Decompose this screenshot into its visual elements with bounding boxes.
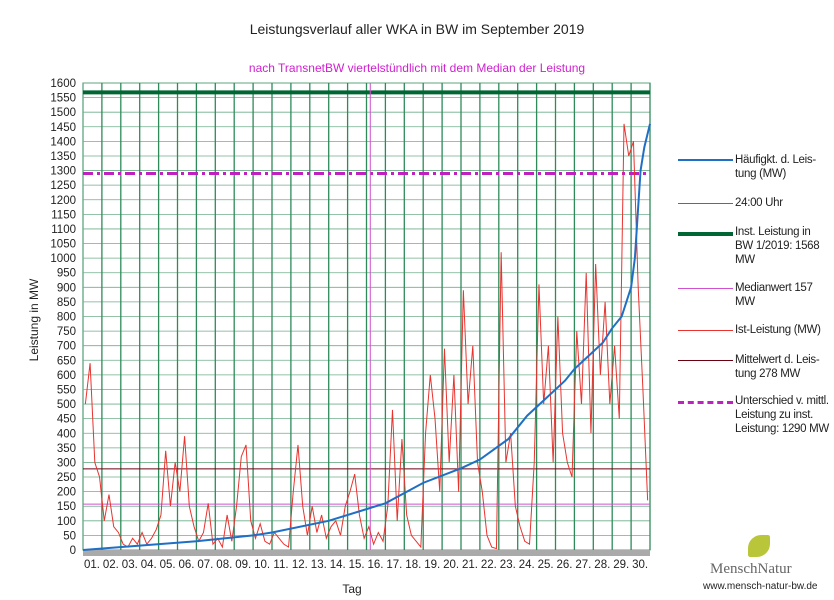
x-tick-label: 23. <box>500 559 516 571</box>
logo-name: MenschNatur <box>710 561 792 577</box>
y-tick-label: 600 <box>57 370 76 382</box>
y-tick-label: 1550 <box>50 93 76 105</box>
y-axis-label: Leistung in MW <box>27 278 41 361</box>
legend-swatch-frequency <box>678 159 733 161</box>
y-tick-label: 1500 <box>50 107 76 119</box>
x-tick-label: 21. <box>462 559 478 571</box>
ginkgo-leaf-icon <box>748 535 770 557</box>
y-tick-label: 550 <box>57 384 76 396</box>
x-tick-label: 13. <box>311 559 327 571</box>
y-tick-label: 150 <box>57 501 76 513</box>
chart-title: Leistungsverlauf aller WKA in BW im Sept… <box>250 21 585 37</box>
x-tick-label: 01. <box>84 559 100 571</box>
x-tick-label: 04. <box>141 559 157 571</box>
y-tick-label: 1400 <box>50 136 76 148</box>
x-tick-label: 06. <box>179 559 195 571</box>
legend-mean: Mittelwert d. Leis-tung 278 MW <box>735 354 820 380</box>
y-tick-label: 200 <box>57 487 76 499</box>
y-tick-label: 900 <box>57 282 76 294</box>
x-tick-label: 27. <box>575 559 591 571</box>
y-tick-label: 1000 <box>50 253 76 265</box>
y-tick-label: 1050 <box>50 239 76 251</box>
x-axis-label: Tag <box>342 582 361 596</box>
y-tick-label: 100 <box>57 516 76 528</box>
y-tick-label: 1250 <box>50 180 76 192</box>
x-tick-label: 18. <box>405 559 421 571</box>
actual-power-line <box>84 123 649 550</box>
legend-median: Medianwert 157 MW <box>735 282 813 308</box>
chart-subtitle: nach TransnetBW viertelstündlich mit dem… <box>249 61 585 75</box>
legend-swatch-mean <box>678 360 733 361</box>
y-tick-label: 400 <box>57 428 76 440</box>
x-axis-band <box>83 550 650 556</box>
legend-diff: Unterschied v. mittl. Leistung zu inst. … <box>735 395 829 435</box>
legend-swatch-midnight <box>678 203 733 204</box>
y-tick-label: 300 <box>57 457 76 469</box>
legend-midnight: 24:00 Uhr <box>735 197 783 209</box>
x-tick-label: 20. <box>443 559 459 571</box>
y-tick-label: 500 <box>57 399 76 411</box>
logo-url[interactable]: www.mensch-natur-bw.de <box>703 581 818 592</box>
x-tick-label: 16. <box>368 559 384 571</box>
y-tick-label: 800 <box>57 312 76 324</box>
legend-swatch-median <box>678 288 733 289</box>
x-tick-label: 24. <box>519 559 535 571</box>
x-tick-label: 29. <box>613 559 629 571</box>
legend-actual: Ist-Leistung (MW) <box>735 324 821 336</box>
frequency-curve-line <box>82 123 651 551</box>
x-tick-label: 07. <box>197 559 213 571</box>
x-tick-label: 03. <box>122 559 138 571</box>
legend-swatch-diff <box>678 401 733 404</box>
y-tick-label: 950 <box>57 268 76 280</box>
y-tick-label: 250 <box>57 472 76 484</box>
x-tick-label: 14. <box>330 559 346 571</box>
y-tick-label: 1200 <box>50 195 76 207</box>
x-tick-label: 25. <box>538 559 554 571</box>
x-tick-label: 05. <box>160 559 176 571</box>
y-tick-label: 1100 <box>51 224 76 236</box>
legend-installed: Inst. Leistung in BW 1/2019: 1568 MW <box>735 226 820 266</box>
x-tick-label: 08. <box>216 559 232 571</box>
x-tick-label: 09. <box>235 559 251 571</box>
y-tick-label: 1350 <box>50 151 76 163</box>
y-tick-label: 450 <box>57 414 76 426</box>
y-tick-label: 1600 <box>50 78 76 90</box>
legend-frequency: Häufigkt. d. Leis-tung (MW) <box>735 154 816 180</box>
legend-swatch-installed <box>678 232 733 236</box>
y-tick-label: 1300 <box>50 166 76 178</box>
y-tick-label: 0 <box>70 545 76 557</box>
x-tick-label: 15. <box>349 559 365 571</box>
x-tick-label: 22. <box>481 559 497 571</box>
y-tick-label: 850 <box>57 297 76 309</box>
y-tick-label: 700 <box>57 341 76 353</box>
x-tick-label: 02. <box>103 559 119 571</box>
x-tick-label: 19. <box>424 559 440 571</box>
x-tick-label: 11. <box>273 559 288 571</box>
y-tick-label: 750 <box>57 326 76 338</box>
x-tick-label: 12. <box>292 559 308 571</box>
y-tick-label: 50 <box>63 530 76 542</box>
y-tick-label: 1150 <box>51 209 76 221</box>
y-tick-label: 350 <box>57 443 76 455</box>
x-tick-label: 26. <box>557 559 573 571</box>
x-tick-label: 10. <box>254 559 270 571</box>
legend-swatch-actual <box>678 330 733 331</box>
x-tick-label: 28. <box>594 559 610 571</box>
y-tick-label: 1450 <box>50 122 76 134</box>
x-tick-label: 30. <box>632 559 648 571</box>
x-tick-label: 17. <box>386 559 402 571</box>
y-tick-label: 650 <box>57 355 76 367</box>
